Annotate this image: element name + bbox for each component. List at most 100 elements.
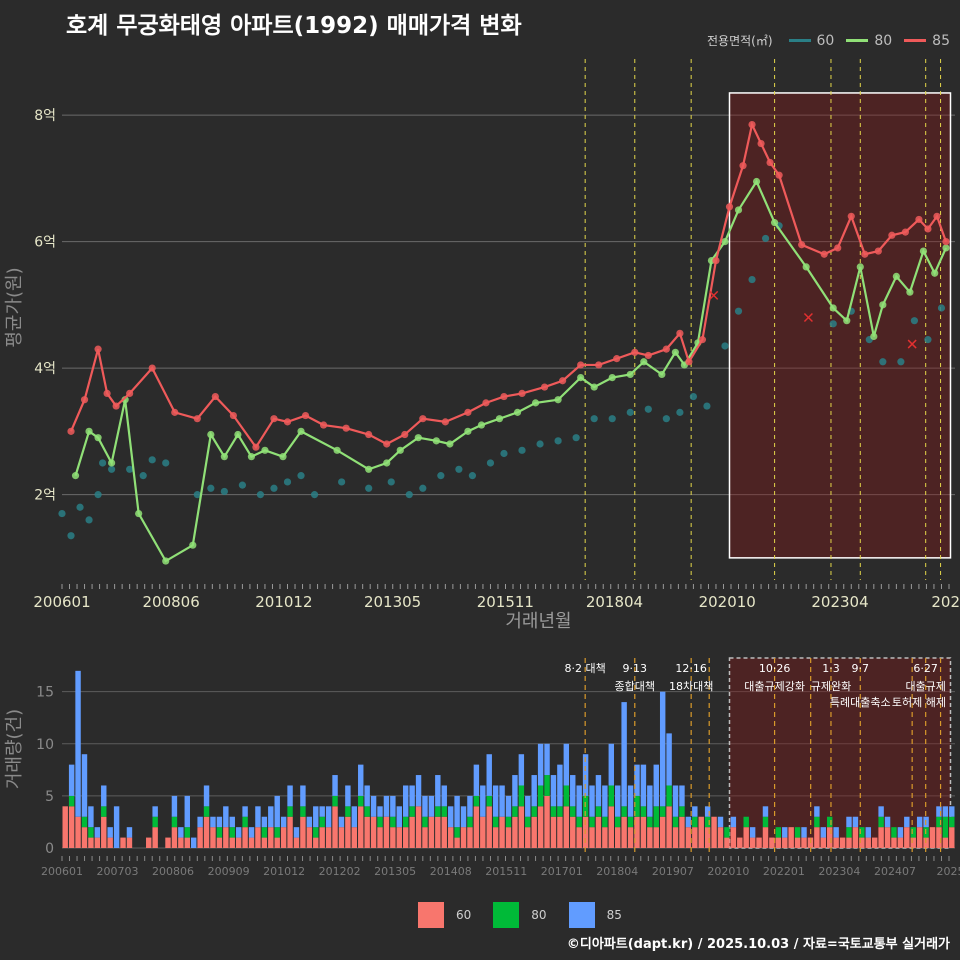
data-point-85: [676, 329, 684, 337]
cancel-mark-0: [709, 290, 719, 300]
data-point-60: [67, 532, 75, 540]
legend-swatch-60: [788, 39, 811, 42]
bar-segment-60: [499, 816, 505, 848]
bar-segment-85: [306, 816, 313, 828]
data-point-60: [98, 459, 107, 467]
bar-segment-85: [557, 764, 563, 807]
data-point-60: [338, 478, 346, 486]
bar-segment-85: [75, 670, 81, 817]
bar-segment-60: [525, 827, 531, 848]
bar-segment-85: [178, 827, 184, 838]
bar-segment-85: [852, 816, 859, 828]
bar-segment-85: [101, 785, 107, 807]
data-point-85: [464, 408, 472, 416]
bar-segment-60: [846, 837, 852, 848]
bar-segment-60: [377, 827, 383, 848]
bar-segment-85: [525, 795, 531, 817]
data-point-60: [58, 509, 66, 518]
bar-segment-60: [878, 827, 884, 848]
bar-segment-80: [794, 827, 801, 838]
bar-segment-85: [531, 775, 537, 807]
annotation-label-2: 18차대책: [669, 680, 713, 693]
bar-segment-60: [210, 827, 216, 848]
bar-segment-60: [107, 837, 113, 848]
bar-segment-60: [659, 816, 666, 848]
bar-segment-85: [672, 785, 679, 817]
annotation-date-1: 9·13: [623, 662, 648, 675]
bar-segment-80: [531, 806, 537, 817]
data-point-60: [500, 449, 508, 458]
bar-segment-60: [409, 816, 415, 848]
bar-segment-85: [197, 816, 203, 828]
bar-segment-60: [602, 827, 608, 848]
data-point-80: [879, 301, 887, 309]
bar-segment-80: [627, 816, 634, 828]
bar-segment-60: [101, 816, 107, 848]
data-point-85: [644, 351, 652, 360]
data-point-85: [933, 212, 941, 220]
bar-segment-60: [692, 827, 698, 848]
data-point-60: [518, 446, 526, 454]
data-point-85: [798, 241, 806, 249]
bar-segment-80: [473, 795, 480, 807]
bar-segment-60: [897, 837, 904, 848]
data-point-60: [256, 491, 265, 499]
chart-title: 호계 무궁화태영 아파트(1992) 매매가격 변화: [66, 13, 522, 39]
data-point-80: [247, 453, 256, 461]
data-point-80: [495, 415, 504, 423]
data-point-60: [608, 415, 616, 423]
data-point-80: [383, 459, 391, 467]
bar-segment-80: [422, 816, 428, 828]
x-tick-label-6: 202010: [699, 593, 756, 611]
bar-segment-60: [942, 837, 949, 848]
data-point-80: [477, 421, 486, 429]
bar-segment-60: [319, 827, 325, 848]
bar-segment-85: [184, 795, 190, 828]
bar-segment-60: [300, 816, 306, 848]
data-point-80: [577, 373, 585, 382]
bar-segment-60: [370, 816, 377, 848]
data-point-60: [238, 481, 247, 489]
data-point-60: [721, 342, 729, 350]
data-point-85: [229, 411, 237, 420]
data-point-60: [148, 456, 156, 464]
bar-legend-label-60: 60: [456, 908, 472, 922]
bar-segment-60: [229, 837, 235, 848]
legend-label-80: 80: [874, 32, 893, 49]
bar-segment-80: [203, 806, 210, 817]
bar-segment-60: [916, 827, 923, 848]
bar-segment-80: [814, 816, 820, 828]
bar-segment-60: [473, 806, 480, 848]
data-point-60: [924, 336, 932, 344]
bar-segment-80: [216, 827, 223, 838]
bar-segment-60: [852, 827, 859, 848]
bar-segment-85: [627, 785, 634, 817]
bar-segment-60: [904, 827, 910, 848]
data-point-85: [595, 361, 603, 369]
data-point-85: [698, 336, 707, 344]
bar-segment-60: [653, 827, 659, 848]
data-point-60: [437, 472, 445, 480]
data-point-60: [748, 275, 756, 284]
bar-legend-swatch-85: [568, 902, 595, 928]
bar-segment-60: [146, 837, 152, 848]
data-point-85: [766, 158, 774, 167]
data-point-85: [888, 231, 896, 239]
bar-segment-80: [345, 806, 351, 817]
data-point-85: [193, 415, 201, 423]
data-point-60: [220, 487, 228, 496]
bar-segment-60: [261, 837, 268, 848]
bar-segment-80: [287, 806, 293, 817]
bar-segment-60: [447, 827, 454, 848]
bar-segment-85: [126, 827, 133, 838]
legend-label-85: 85: [932, 32, 950, 49]
bar-segment-60: [537, 806, 544, 848]
bar-segment-85: [454, 795, 460, 828]
data-point-60: [419, 484, 427, 492]
data-point-85: [847, 212, 855, 220]
bar-segment-85: [640, 764, 647, 807]
data-point-80: [942, 244, 950, 252]
bar-segment-60: [203, 816, 210, 848]
